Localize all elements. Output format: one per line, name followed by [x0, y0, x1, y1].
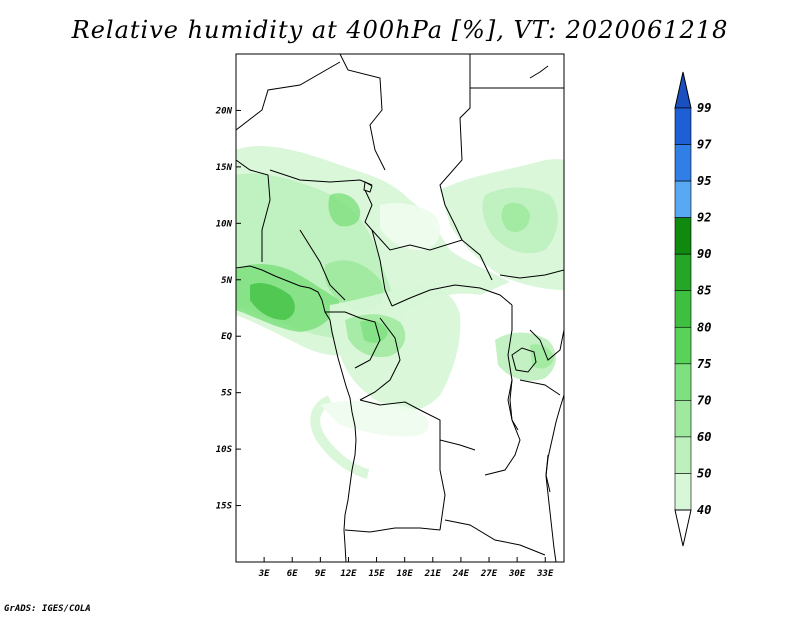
border-zambia-zimbabwe: [444, 519, 546, 556]
colorbar-label: 92: [697, 211, 711, 225]
lat-tick-label: 15N: [216, 163, 233, 173]
humidity-region-nigeria-peak: [328, 193, 361, 227]
lat-tick-label: 10S: [216, 445, 233, 455]
colorbar-swatch: [674, 180, 692, 218]
lake-malawi: [545, 454, 551, 493]
border-chad-sudan: [439, 54, 471, 241]
colorbar-swatch: [674, 363, 692, 401]
border-angola-namibia: [344, 527, 441, 533]
lon-tick-label: 27E: [480, 569, 498, 579]
colorbar-label: 80: [697, 320, 711, 334]
colorbar-label: 99: [697, 101, 711, 115]
mediterranean-coast: [529, 65, 549, 79]
lon-tick-label: 21E: [424, 569, 442, 579]
lon-tick-label: 24E: [452, 569, 470, 579]
colorbar-label: 60: [697, 430, 711, 444]
humidity-region-coast-peak: [250, 283, 295, 320]
coastline-gulf-of-guinea: [236, 265, 357, 562]
lake-victoria: [511, 347, 537, 373]
humidity-region-angola-loop-inner: [320, 400, 429, 437]
lon-tick-label: 18E: [397, 569, 414, 579]
border-car-drc: [391, 284, 513, 307]
border-ethiopia-sudan: [499, 269, 564, 279]
credit-text: GrADS: IGES/COLA: [4, 604, 91, 614]
lake-tanganyika: [507, 379, 519, 431]
lake-chad: [363, 181, 373, 193]
lon-tick-label: 6E: [287, 569, 298, 579]
lat-tick-label: EQ: [221, 332, 232, 342]
colorbar-label: 50: [697, 466, 711, 480]
colorbar-swatch: [674, 473, 692, 511]
lon-tick-label: 33E: [536, 569, 554, 579]
border-niger-nigeria: [269, 169, 373, 186]
colorbar-label: 90: [697, 247, 711, 261]
humidity-region-ethiopia-peak: [501, 202, 530, 233]
lon-tick-label: 15E: [368, 569, 385, 579]
colorbar-swatch: [674, 436, 692, 474]
map-title: Relative humidity at 400hPa [%], VT: 202…: [71, 16, 729, 44]
map-frame: [235, 53, 565, 563]
border-libya-chad: [339, 54, 386, 171]
coastline-east-africa: [545, 394, 564, 562]
colorbar-swatch: [674, 253, 692, 292]
border-drc-angola: [359, 399, 476, 451]
longitude-ticks: 3E 6E 9E 12E 15E 18E 21E 24E 27E 30E 33E: [258, 557, 554, 579]
lat-tick-label: 15S: [216, 502, 233, 512]
border-uganda-kenya: [529, 329, 564, 361]
border-cameroon-chad: [364, 189, 393, 307]
colorbar-bottom-arrow: [674, 509, 692, 547]
border-congo-drc: [359, 317, 401, 401]
lat-tick-label: 5S: [221, 389, 232, 399]
humidity-region-chad-patch: [380, 203, 441, 251]
lat-tick-label: 5N: [221, 276, 232, 286]
latitude-ticks: 20N 15N 10N 5N EQ 5S 10S 15S: [215, 106, 241, 512]
colorbar-swatch: [674, 290, 692, 328]
border-mali-burkina: [236, 159, 271, 262]
border-tanzania: [519, 379, 561, 396]
border-chad-car: [371, 229, 493, 281]
colorbar-label: 40: [697, 503, 711, 517]
lat-tick-label: 10N: [216, 219, 233, 229]
border-nigeria-cameroon: [299, 229, 346, 301]
colorbar: 99 97 95 92 90 85 80 75 70 60 50 40: [674, 71, 712, 547]
colorbar-swatch: [674, 144, 692, 182]
lat-tick-label: 20N: [215, 106, 233, 116]
lon-tick-label: 30E: [508, 569, 526, 579]
colorbar-swatch: [674, 400, 692, 438]
colorbar-label: 95: [697, 174, 711, 188]
border-niger-algeria: [236, 61, 341, 131]
country-borders: [236, 54, 564, 562]
border-angola-zambia: [439, 440, 446, 531]
border-drc-east: [484, 305, 521, 476]
lon-tick-label: 9E: [315, 569, 326, 579]
colorbar-label: 85: [697, 284, 711, 298]
humidity-region-gabon-peak: [360, 320, 388, 343]
lon-tick-label: 12E: [340, 569, 357, 579]
colorbar-swatch: [674, 107, 692, 145]
colorbar-label: 97: [697, 138, 712, 152]
colorbar-label: 75: [697, 357, 711, 371]
colorbar-label: 70: [697, 393, 711, 407]
lon-tick-label: 3E: [258, 569, 270, 579]
colorbar-top-arrow: [674, 71, 692, 109]
colorbar-swatch: [674, 326, 692, 365]
colorbar-swatch: [674, 217, 692, 255]
humidity-region-angola-loop: [310, 395, 370, 479]
border-gabon: [325, 311, 381, 369]
